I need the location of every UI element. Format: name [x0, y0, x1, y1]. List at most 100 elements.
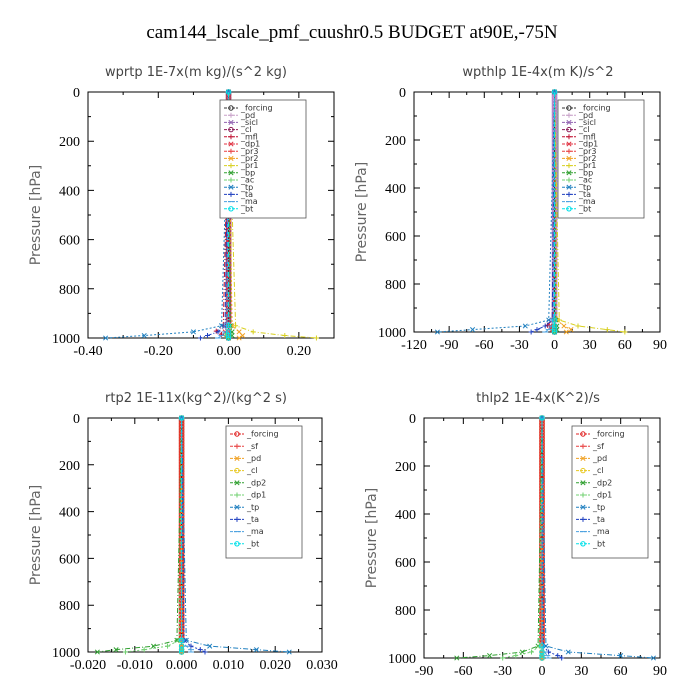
- series-marker: [94, 649, 100, 655]
- legend-label: _forcing: [240, 104, 273, 113]
- series-marker: [225, 332, 232, 339]
- legend-item: _ac: [562, 176, 592, 185]
- series-marker: [528, 329, 534, 335]
- series-marker: [551, 89, 558, 95]
- legend-marker: [566, 206, 572, 212]
- series-marker: [188, 643, 194, 649]
- legend-label: _forcing: [246, 430, 279, 439]
- series-marker: [113, 647, 119, 653]
- legend-marker: [228, 126, 234, 133]
- series-marker: [197, 647, 203, 653]
- legend-marker: [228, 184, 234, 190]
- legend-label: _pd: [240, 111, 255, 120]
- legend-label: _sicl: [578, 118, 596, 127]
- y-tick-label: 600: [395, 556, 416, 571]
- legend-label: _forcing: [592, 430, 625, 439]
- legend-label: _mfl: [578, 132, 596, 141]
- legend-item: _forcing: [230, 430, 279, 439]
- series-marker: [551, 317, 558, 323]
- x-tick-label: -0.010: [117, 658, 153, 673]
- legend-label: _bt: [578, 204, 591, 213]
- x-tick-label: 30: [574, 664, 588, 679]
- series-marker: [539, 655, 545, 661]
- y-axis-label: Pressure [hPa]: [354, 162, 370, 262]
- legend-label: _dp1: [592, 491, 612, 500]
- legend-label: _pr3: [578, 147, 596, 156]
- y-tick-label: 400: [395, 508, 416, 523]
- y-axis-label: Pressure [hPa]: [364, 488, 380, 588]
- series-marker: [513, 653, 519, 659]
- y-tick-label: 1000: [52, 332, 80, 347]
- legend-item: _ta: [562, 190, 591, 199]
- series-marker: [622, 329, 628, 335]
- x-tick-label: -30: [493, 664, 512, 679]
- legend-marker: [580, 431, 586, 437]
- legend-item: _pd: [562, 111, 593, 120]
- legend-label: _tp: [240, 183, 253, 192]
- series-marker: [604, 327, 610, 333]
- legend-marker: [234, 443, 240, 449]
- legend-marker: [234, 480, 240, 486]
- legend-item: _bt: [230, 539, 259, 548]
- y-axis-label: Pressure [hPa]: [28, 165, 44, 265]
- series-marker: [434, 329, 440, 335]
- legend-marker: [228, 206, 234, 212]
- panel-3: rtp2 1E-11x(kg^2)/(kg^2 s) Pressure [hPa]…: [28, 391, 338, 673]
- legend-item: _cl: [224, 125, 252, 134]
- legend-item: _tp: [562, 183, 591, 192]
- x-tick-label: 0: [539, 664, 546, 679]
- y-tick-label: 800: [385, 278, 406, 293]
- series-marker: [141, 332, 147, 339]
- legend-item: _dp1: [224, 140, 260, 149]
- legend-marker: [566, 141, 572, 147]
- legend-label: _pd: [246, 454, 261, 463]
- legend-label: _dp1: [246, 491, 266, 500]
- legend-marker: [234, 516, 240, 522]
- legend-label: _sicl: [240, 118, 258, 127]
- series-line: [181, 417, 206, 653]
- legend-marker: [228, 112, 234, 118]
- legend: _forcing _sf _pd _cl _dp2 _dp1 _tp _ta _ma _bt: [571, 425, 649, 559]
- legend: _forcing_pd_sicl_cl_mfl_dp1_pr3_pr2_pr1_…: [219, 99, 307, 219]
- series-marker: [487, 653, 493, 659]
- panel-title: rtp2 1E-11x(kg^2)/(kg^2 s): [105, 391, 287, 406]
- legend-item: _ta: [230, 515, 259, 524]
- legend-item: _dp1: [230, 491, 266, 500]
- panel-title: thlp2 1E-4x(K^2)/s: [476, 391, 600, 406]
- legend-marker: [566, 134, 572, 140]
- legend-item: _pd: [224, 111, 255, 120]
- x-tick-label: 0.030: [306, 658, 338, 673]
- y-tick-label: 800: [59, 283, 80, 298]
- y-tick-label: 800: [395, 604, 416, 619]
- legend-item: _pr3: [224, 147, 258, 156]
- series-marker: [178, 646, 185, 653]
- legend-marker: [228, 148, 234, 154]
- legend-item: _forcing: [562, 104, 611, 113]
- legend-marker: [566, 184, 572, 190]
- series-line: [437, 91, 556, 333]
- series-line: [181, 417, 290, 653]
- legend-marker: [228, 163, 234, 169]
- legend-label: _ac: [578, 176, 592, 185]
- legend-label: _sf: [592, 442, 604, 451]
- x-tick-label: 0.20: [287, 344, 312, 359]
- y-tick-label: 1000: [52, 646, 80, 661]
- series-marker: [559, 655, 565, 661]
- legend-box: [571, 425, 649, 559]
- legend-label: _ta: [240, 190, 253, 199]
- series-line: [541, 417, 562, 659]
- y-tick-label: 1000: [388, 652, 416, 667]
- legend-item: _ta: [576, 515, 605, 524]
- series-marker: [561, 323, 567, 329]
- legend-item: _ma: [562, 197, 596, 206]
- legend-item: _tp: [230, 503, 259, 512]
- x-tick-label: -90: [415, 664, 434, 679]
- legend-item: _dp1: [562, 140, 598, 149]
- legend-marker: [234, 504, 240, 510]
- legend-marker: [566, 163, 572, 169]
- series-marker: [236, 335, 242, 341]
- series-marker: [103, 335, 109, 341]
- series-line: [502, 417, 543, 659]
- x-tick-label: 0.010: [213, 658, 245, 673]
- series-dp1: [122, 415, 185, 655]
